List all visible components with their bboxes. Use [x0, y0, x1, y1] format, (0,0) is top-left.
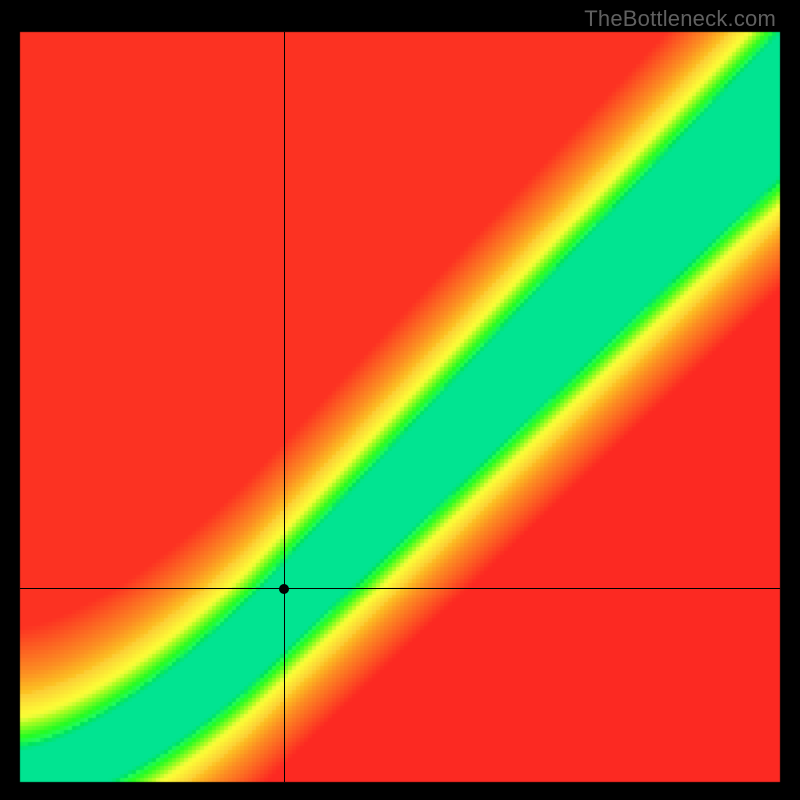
crosshair-marker [279, 584, 289, 594]
chart-container: TheBottleneck.com [0, 0, 800, 800]
watermark-text: TheBottleneck.com [584, 6, 776, 32]
crosshair-vertical [284, 32, 285, 782]
heatmap-canvas [0, 0, 800, 800]
crosshair-horizontal [20, 588, 780, 589]
